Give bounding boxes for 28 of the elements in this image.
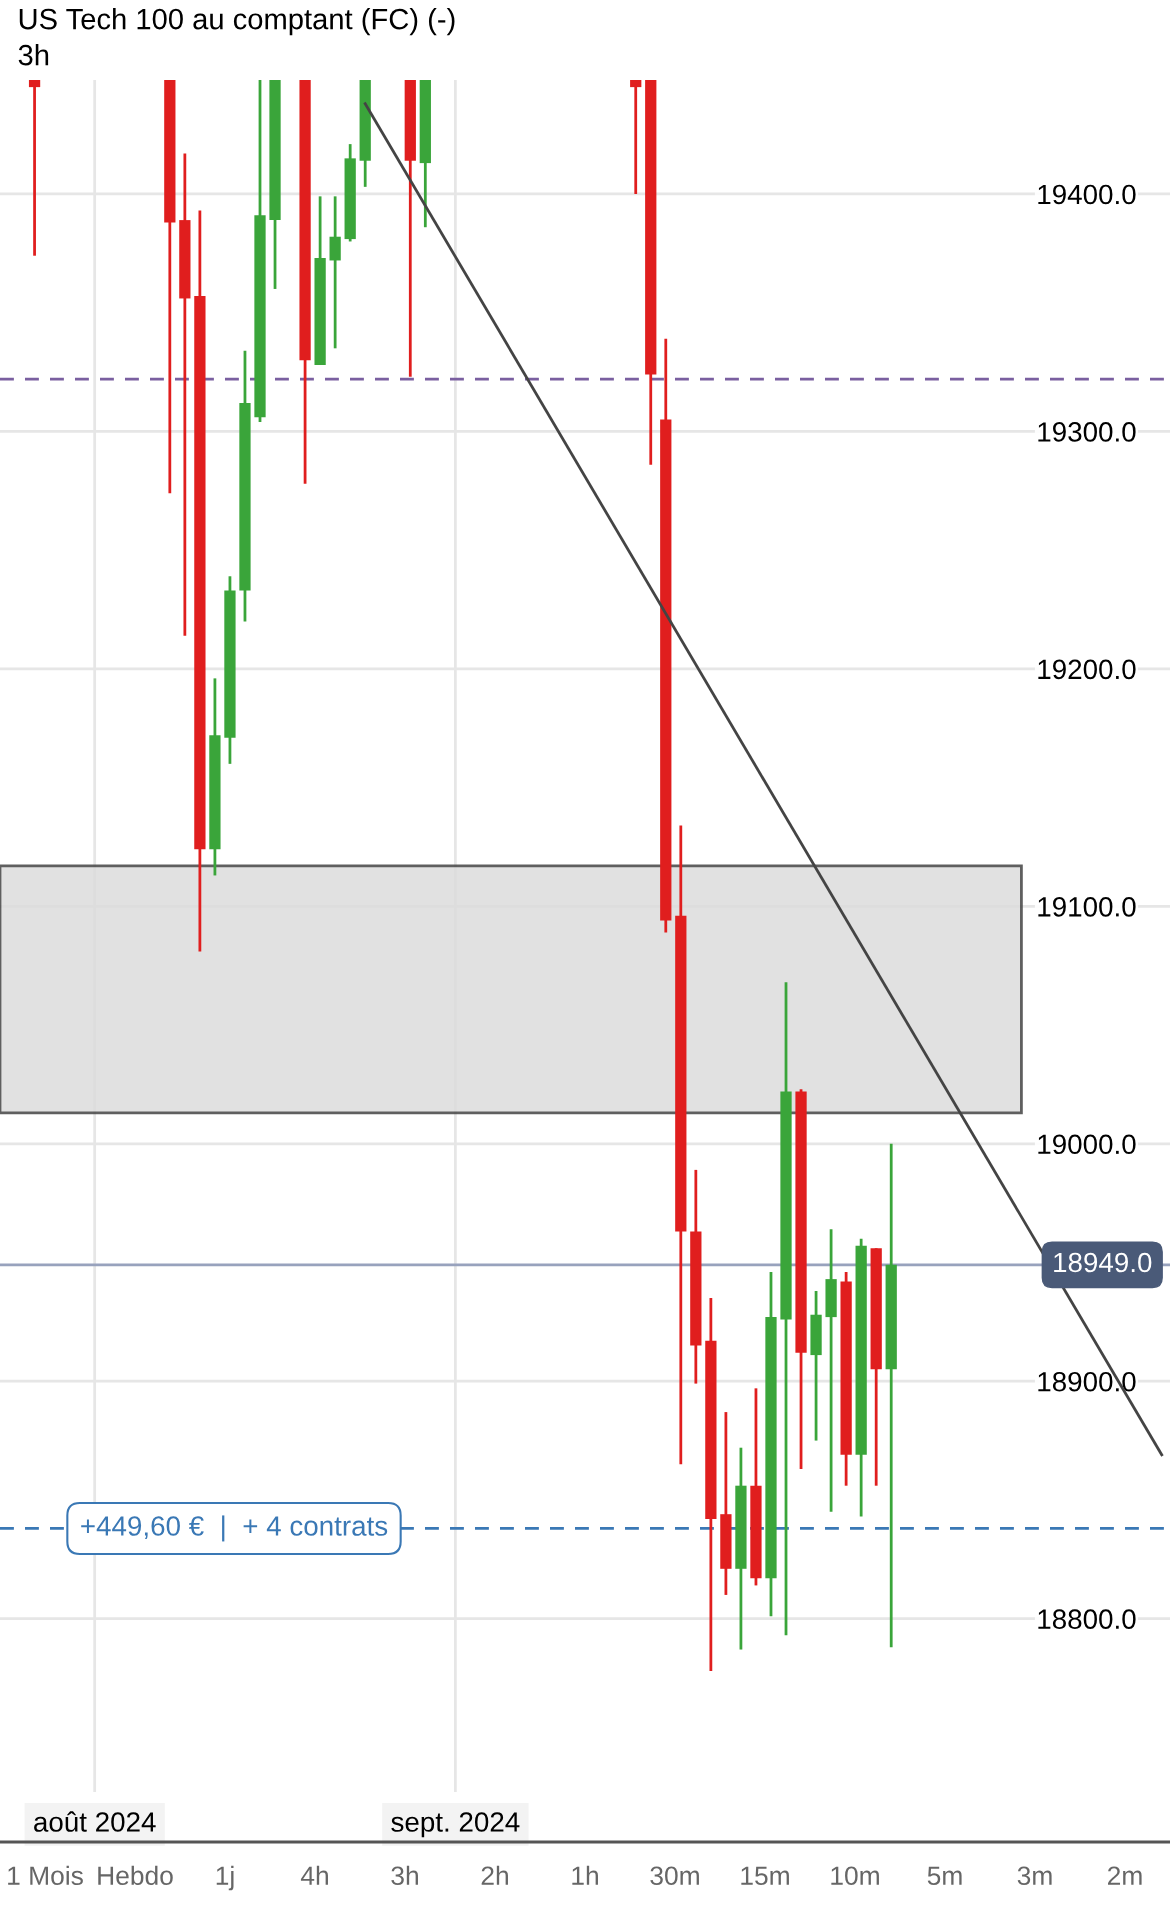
y-tick-label: 19100.0 xyxy=(1038,896,1136,917)
ref-line-label: 18949.0 xyxy=(1054,1252,1152,1273)
chart-subtitle: 3h xyxy=(18,44,49,66)
x-tick-label: sept. 2024 xyxy=(391,1812,520,1838)
candlestick xyxy=(329,194,341,350)
y-tick-label: 19300.0 xyxy=(1038,422,1136,442)
text: 2h xyxy=(481,1865,508,1885)
text: 5m xyxy=(927,1866,962,1886)
text: 10m xyxy=(831,1866,879,1886)
y-tick-label: 19000.0 xyxy=(1038,1134,1136,1155)
y-tick-label: 19200.0 xyxy=(1038,659,1136,680)
text: 3h xyxy=(391,1865,418,1886)
text: 4h xyxy=(300,1865,328,1885)
text: 30m xyxy=(650,1866,699,1886)
candlestick xyxy=(630,80,642,196)
text: 1j xyxy=(216,1865,234,1891)
text: 1h xyxy=(572,1865,598,1885)
text: 3m xyxy=(1017,1866,1052,1886)
text: 15m xyxy=(741,1866,789,1886)
candlestick xyxy=(28,80,41,258)
x-tick-label: août 2024 xyxy=(34,1811,156,1832)
text: Hebdo xyxy=(98,1865,173,1886)
text: 2m xyxy=(1108,1866,1142,1885)
y-tick-label: 18800.0 xyxy=(1038,1609,1136,1629)
text: 1 Mois xyxy=(8,1865,83,1886)
ref-line-label: +449,60 € | + 4 contrats xyxy=(81,1515,388,1542)
y-tick-label: 19400.0 xyxy=(1038,184,1136,205)
chart-title: US Tech 100 au comptant (FC) (-) xyxy=(19,8,455,36)
